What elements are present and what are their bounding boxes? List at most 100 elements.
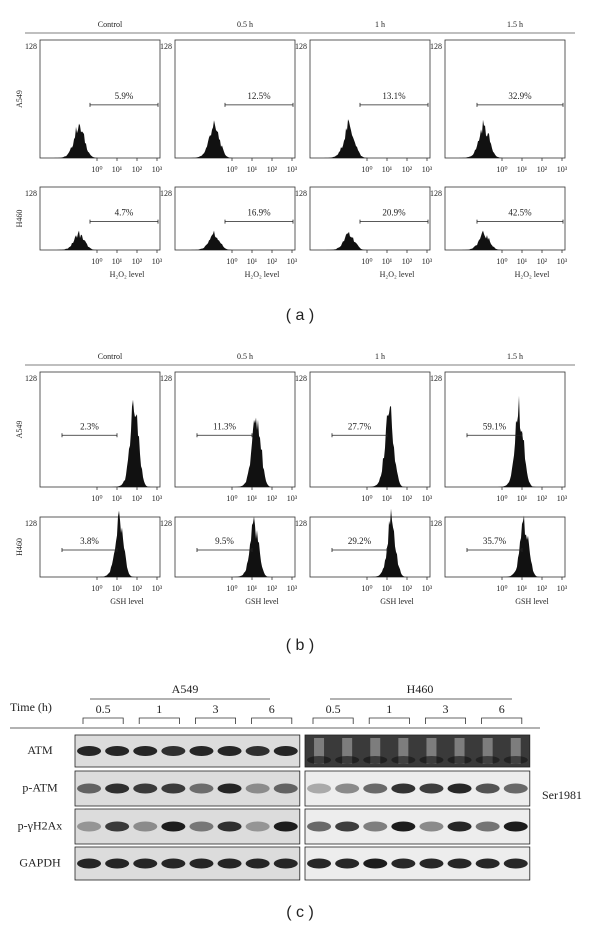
percentage: 27.7% — [348, 421, 372, 431]
band — [391, 783, 416, 794]
x-tick-label: 10² — [402, 165, 413, 174]
band — [314, 738, 325, 764]
x-tick-label: 10¹ — [247, 494, 258, 503]
x-tick-label: 10² — [132, 494, 143, 503]
lane-bracket — [251, 717, 293, 724]
band — [363, 821, 388, 832]
band — [273, 858, 298, 869]
x-tick-label: 10² — [537, 494, 548, 503]
column-header: 1.5 h — [507, 20, 523, 29]
y-max-label: 128 — [25, 519, 37, 528]
plot-box — [174, 516, 296, 578]
x-tick-label: 10³ — [422, 494, 433, 503]
band — [342, 738, 353, 764]
x-tick-label: 10³ — [152, 257, 163, 266]
percentage: 9.5% — [215, 536, 234, 546]
band — [217, 821, 242, 832]
band — [105, 783, 130, 794]
histogram — [175, 516, 295, 577]
band — [217, 858, 242, 869]
band — [161, 783, 186, 794]
x-tick-label: 10³ — [287, 494, 298, 503]
lane-bracket — [481, 717, 523, 724]
band — [133, 858, 158, 869]
y-max-label: 128 — [160, 519, 172, 528]
panel-label: ( c ) — [286, 904, 314, 921]
histogram — [445, 119, 565, 158]
x-tick-label: 10⁰ — [496, 494, 507, 503]
plot-box — [39, 186, 161, 251]
band — [307, 755, 332, 764]
time-point: 0.5 — [96, 702, 111, 716]
y-max-label: 128 — [25, 189, 37, 198]
time-point: 1 — [386, 702, 392, 716]
x-tick-label: 10² — [267, 257, 278, 266]
band — [370, 738, 381, 764]
plot-box — [444, 39, 566, 159]
band — [363, 755, 388, 764]
histogram — [40, 510, 160, 577]
plot-box — [309, 39, 431, 159]
band — [273, 746, 298, 756]
x-axis-label: GSH level — [245, 597, 279, 606]
y-max-label: 128 — [295, 42, 307, 51]
x-tick-label: 10³ — [557, 494, 568, 503]
time-point: 3 — [443, 702, 449, 716]
band — [77, 821, 102, 832]
histogram — [310, 406, 430, 487]
band — [475, 821, 500, 832]
x-tick-label: 10⁰ — [361, 584, 372, 593]
x-tick-label: 10¹ — [382, 165, 393, 174]
cell-line: A549 — [172, 682, 199, 696]
x-tick-label: 10² — [267, 584, 278, 593]
lane-bracket — [195, 717, 236, 724]
x-tick-label: 10³ — [287, 584, 298, 593]
band — [133, 821, 158, 832]
x-tick-label: 10² — [402, 494, 413, 503]
band — [335, 755, 360, 764]
row-label: H460 — [15, 210, 24, 228]
protein-label: p-ATM — [22, 780, 58, 794]
cell-line: H460 — [407, 682, 434, 696]
band — [335, 821, 360, 832]
histogram — [445, 230, 565, 250]
column-header: 0.5 h — [237, 352, 253, 361]
panel-label: ( b ) — [286, 637, 314, 654]
band — [105, 858, 130, 869]
histogram — [310, 231, 430, 250]
x-tick-label: 10⁰ — [91, 257, 102, 266]
x-tick-label: 10³ — [422, 165, 433, 174]
y-max-label: 128 — [295, 519, 307, 528]
x-tick-label: 10² — [537, 257, 548, 266]
x-tick-label: 10¹ — [112, 257, 123, 266]
y-max-label: 128 — [160, 189, 172, 198]
percentage: 2.3% — [80, 421, 99, 431]
x-tick-label: 10¹ — [382, 584, 393, 593]
band — [391, 821, 416, 832]
x-tick-label: 10² — [402, 257, 413, 266]
band — [503, 821, 528, 832]
band — [363, 858, 388, 869]
row-label: A549 — [15, 421, 24, 439]
x-tick-label: 10¹ — [517, 494, 528, 503]
band — [335, 783, 360, 794]
percentage: 59.1% — [483, 421, 507, 431]
band — [426, 738, 437, 764]
x-tick-label: 10¹ — [247, 165, 258, 174]
percentage: 16.9% — [247, 208, 271, 218]
band — [447, 755, 472, 764]
column-header: 0.5 h — [237, 20, 253, 29]
band — [419, 858, 444, 869]
percentage: 12.5% — [247, 91, 271, 101]
band — [245, 746, 270, 756]
x-tick-label: 10² — [267, 494, 278, 503]
x-tick-label: 10⁰ — [226, 494, 237, 503]
band — [503, 858, 528, 869]
x-tick-label: 10⁰ — [361, 257, 372, 266]
percentage: 29.2% — [348, 536, 372, 546]
band — [105, 821, 130, 832]
y-max-label: 128 — [295, 374, 307, 383]
band — [503, 783, 528, 794]
band — [77, 783, 102, 794]
